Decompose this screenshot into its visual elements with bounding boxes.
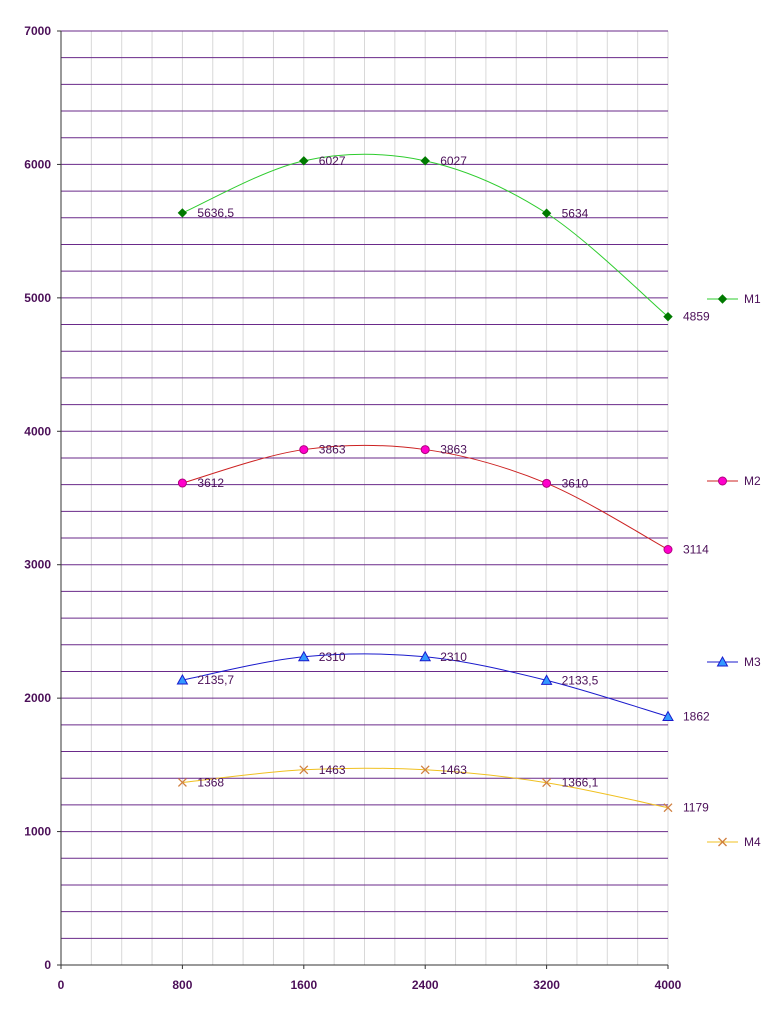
data-point-m3 — [419, 650, 432, 662]
data-point-m4 — [299, 765, 309, 775]
y-tick-label: 7000 — [24, 24, 51, 38]
data-point-m2 — [542, 478, 552, 488]
data-label-m3: 2310 — [319, 650, 346, 664]
x-tick-label: 800 — [172, 978, 192, 992]
data-point-m1 — [541, 208, 552, 218]
legend-label: M4 — [744, 835, 761, 849]
x-tick-label: 0 — [58, 978, 65, 992]
data-label-m1: 6027 — [440, 154, 467, 168]
data-point-m3 — [540, 674, 553, 685]
data-point-m1 — [663, 311, 673, 322]
x-tick-label: 1600 — [290, 978, 317, 992]
data-point-m4 — [177, 778, 187, 787]
data-point-m3 — [297, 650, 310, 662]
data-label-m1: 5636,5 — [197, 206, 234, 220]
data-point-m2 — [420, 445, 430, 455]
marker-stroke — [718, 837, 727, 847]
data-point-m3 — [662, 710, 674, 722]
data-point-m4 — [542, 778, 552, 788]
legend-marker — [717, 294, 728, 304]
data-label-m2: 3863 — [440, 443, 467, 457]
data-label-m3: 2133,5 — [562, 673, 599, 687]
data-label-m3: 2310 — [440, 650, 467, 664]
y-tick-label: 5000 — [24, 291, 51, 305]
data-point-m3 — [176, 674, 189, 685]
data-point-m4 — [663, 803, 673, 813]
data-point-m2 — [177, 478, 187, 488]
y-tick-label: 0 — [44, 958, 51, 972]
legend-marker — [718, 837, 727, 847]
data-point-m1 — [177, 208, 188, 218]
data-label-m2: 3114 — [683, 543, 709, 557]
legend-marker — [716, 655, 729, 667]
legend-label: M2 — [744, 474, 761, 488]
data-label-m4: 1179 — [683, 801, 709, 815]
marker-stroke — [420, 765, 430, 775]
x-tick-label: 3200 — [533, 978, 560, 992]
data-point-m2 — [299, 445, 309, 455]
y-tick-label: 1000 — [24, 825, 51, 839]
legend-marker — [718, 476, 727, 486]
data-label-m2: 3610 — [562, 476, 589, 490]
legend-label: M3 — [744, 655, 761, 669]
data-label-m1: 5634 — [562, 206, 589, 220]
marker-stroke — [299, 765, 309, 775]
data-label-m4: 1366,1 — [562, 776, 599, 790]
legend-item-m4: M4 — [707, 835, 761, 849]
data-label-m4: 1368 — [197, 775, 224, 789]
marker-stroke — [542, 778, 552, 788]
data-label-m1: 6027 — [319, 154, 346, 168]
data-label-m2: 3612 — [197, 476, 224, 490]
data-label-m2: 3863 — [319, 443, 346, 457]
data-point-m1 — [299, 156, 309, 166]
data-point-m2 — [663, 545, 673, 555]
data-label-m3: 1862 — [683, 710, 710, 724]
legend-item-m3: M3 — [707, 655, 761, 669]
x-tick-label: 2400 — [412, 978, 439, 992]
y-tick-label: 6000 — [24, 157, 51, 171]
data-label-m4: 1463 — [319, 763, 346, 777]
data-label-m3: 2135,7 — [197, 673, 234, 687]
data-point-m1 — [420, 156, 430, 166]
data-label-m1: 4859 — [683, 310, 710, 324]
data-label-m4: 1463 — [440, 763, 467, 777]
marker-stroke — [177, 778, 187, 787]
legend-item-m2: M2 — [707, 474, 761, 488]
y-tick-label: 2000 — [24, 691, 51, 705]
legend-item-m1: M1 — [707, 292, 761, 306]
y-tick-label: 4000 — [24, 424, 51, 438]
y-tick-label: 3000 — [24, 558, 51, 572]
data-point-m4 — [420, 765, 430, 775]
x-tick-label: 4000 — [655, 978, 682, 992]
legend-label: M1 — [744, 292, 761, 306]
marker-stroke — [663, 803, 673, 813]
